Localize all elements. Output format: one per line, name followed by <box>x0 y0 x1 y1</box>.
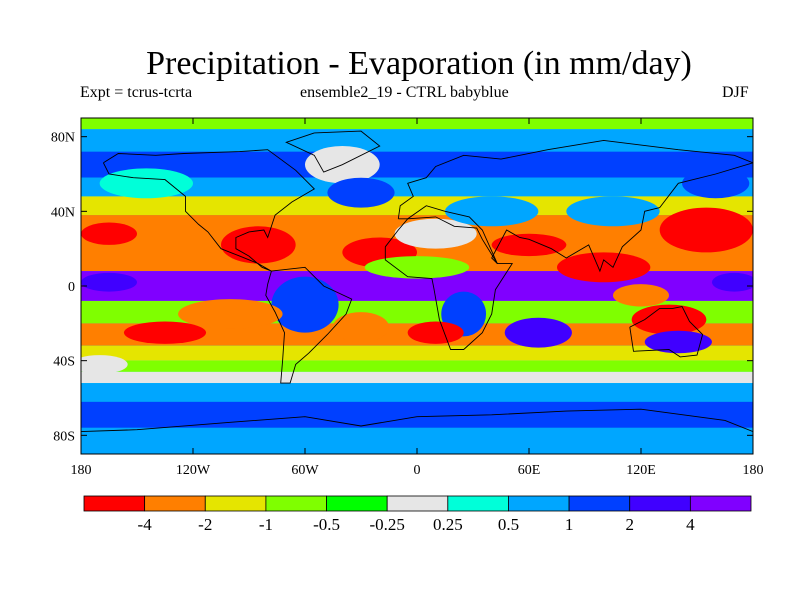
coastlines <box>81 130 753 433</box>
lon-tick-label-0: 180 <box>71 463 92 478</box>
colorbar-box-0 <box>83 495 146 512</box>
field-anomaly-21 <box>81 272 137 292</box>
field-anomaly-19 <box>333 312 389 343</box>
colorbar-label-3: -0.5 <box>313 515 340 534</box>
field-anomaly-25 <box>682 168 750 199</box>
experiment-label: Expt = tcrus-tcrta <box>80 84 193 101</box>
colorbar-label-4: -0.25 <box>369 515 404 534</box>
colorbar-box-8 <box>568 495 631 512</box>
field-anomaly-4 <box>81 222 137 245</box>
lat-tick-label-1: 40N <box>51 205 75 220</box>
field-anomaly-15 <box>504 317 572 348</box>
field-band-3 <box>81 177 753 197</box>
field-band-1 <box>81 129 753 152</box>
lon-tick-label-1: 120W <box>176 463 211 478</box>
colorbar-label-0: -4 <box>138 515 153 534</box>
lon-tick-label-6: 180 <box>743 463 764 478</box>
colorbar-box-3 <box>265 495 327 512</box>
coastline-africa <box>384 216 514 350</box>
colorbar-box-1 <box>144 495 206 512</box>
contour-field <box>81 118 753 454</box>
lat-tick-label-4: 80S <box>53 429 75 444</box>
coastline-south-america <box>265 266 353 384</box>
field-anomaly-17 <box>178 299 283 329</box>
lat-tick-label-0: 80N <box>51 131 75 146</box>
map-title: Precipitation - Evaporation (in mm/day) <box>146 45 692 82</box>
colorbar-label-8: 2 <box>625 515 634 534</box>
field-band-13 <box>81 401 753 428</box>
field-band-9 <box>81 345 753 361</box>
colorbar-box-4 <box>326 495 388 512</box>
field-anomaly-0 <box>659 207 753 253</box>
field-anomaly-20 <box>407 321 464 344</box>
field-anomaly-3 <box>491 233 567 257</box>
field-anomaly-23 <box>613 284 669 307</box>
colorbar-label-1: -2 <box>198 515 212 534</box>
colorbar-box-5 <box>386 495 449 512</box>
field-anomaly-26 <box>81 355 128 374</box>
field-band-2 <box>81 151 753 178</box>
colorbar-box-7 <box>508 495 570 512</box>
field-anomaly-22 <box>711 272 753 292</box>
colorbar-box-9 <box>629 495 691 512</box>
colorbar-label-9: 4 <box>686 515 695 534</box>
colorbar: -4 -2 -1 -0.5 -0.25 0.25 0.5 1 2 4 <box>83 495 752 534</box>
lon-tick-label-3: 0 <box>414 463 421 478</box>
axis-ticks: 80N 40N 0 40S 80S 180 120W 60W 0 60E 120E 180 <box>51 118 764 478</box>
lon-tick-label-4: 60E <box>518 463 541 478</box>
field-anomaly-8 <box>566 196 660 227</box>
colorbar-label-2: -1 <box>259 515 273 534</box>
coastline-antarctica <box>81 408 753 433</box>
coastline-australia <box>629 305 704 358</box>
field-anomaly-1 <box>221 226 296 264</box>
field-anomaly-7 <box>445 196 539 227</box>
field-anomaly-24 <box>327 177 395 208</box>
field-anomaly-12 <box>631 304 707 335</box>
lon-tick-label-2: 60W <box>291 463 319 478</box>
colorbar-box-2 <box>204 495 267 512</box>
ensemble-label: ensemble2_19 - CTRL babyblue <box>300 84 509 101</box>
colorbar-label-6: 0.5 <box>498 515 519 534</box>
colorbar-label-7: 1 <box>565 515 574 534</box>
coastline-greenland <box>285 130 381 173</box>
lon-tick-label-5: 120E <box>626 463 656 478</box>
field-anomaly-18 <box>123 321 207 344</box>
field-anomaly-11 <box>557 252 651 283</box>
field-band-10 <box>81 360 753 372</box>
colorbar-box-6 <box>447 495 509 512</box>
season-label: DJF <box>722 84 749 101</box>
lat-tick-label-3: 40S <box>53 355 75 370</box>
coastline-eurasia <box>397 139 753 273</box>
field-band-11 <box>81 371 753 384</box>
field-anomaly-16 <box>644 330 712 354</box>
field-anomaly-13 <box>271 276 339 333</box>
lat-tick-label-2: 0 <box>68 280 75 295</box>
field-anomaly-10 <box>99 168 193 199</box>
field-band-12 <box>81 383 753 402</box>
coastline-north-america <box>102 149 316 272</box>
colorbar-box-10 <box>689 495 752 512</box>
colorbar-label-5: 0.25 <box>433 515 463 534</box>
field-anomaly-6 <box>364 256 470 279</box>
